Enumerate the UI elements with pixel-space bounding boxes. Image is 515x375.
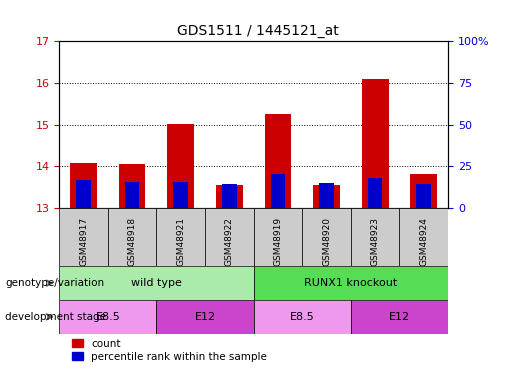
- Bar: [167, 124, 194, 208]
- Bar: [119, 164, 146, 208]
- Bar: [319, 183, 334, 208]
- Bar: [351, 300, 448, 334]
- Bar: [125, 182, 140, 208]
- Bar: [362, 79, 388, 208]
- Bar: [76, 180, 91, 208]
- Text: GSM48920: GSM48920: [322, 217, 331, 266]
- Text: E12: E12: [195, 312, 216, 322]
- Text: GSM48923: GSM48923: [371, 217, 380, 266]
- Bar: [157, 208, 205, 266]
- Bar: [400, 208, 448, 266]
- Text: GSM48922: GSM48922: [225, 217, 234, 266]
- Bar: [265, 114, 291, 208]
- Bar: [205, 208, 253, 266]
- Bar: [59, 266, 253, 300]
- Bar: [302, 208, 351, 266]
- Bar: [417, 184, 431, 208]
- Bar: [222, 184, 237, 208]
- Text: GSM48924: GSM48924: [419, 217, 428, 266]
- Bar: [313, 185, 340, 208]
- Text: GDS1511 / 1445121_at: GDS1511 / 1445121_at: [177, 24, 338, 38]
- Bar: [59, 300, 157, 334]
- Bar: [59, 208, 108, 266]
- Text: GSM48917: GSM48917: [79, 217, 88, 266]
- Bar: [108, 208, 157, 266]
- Text: development stage: development stage: [5, 312, 106, 322]
- Bar: [253, 300, 351, 334]
- Bar: [174, 182, 188, 208]
- Text: E12: E12: [389, 312, 410, 322]
- Bar: [216, 185, 243, 208]
- Bar: [270, 174, 285, 208]
- Text: GSM48918: GSM48918: [128, 217, 136, 266]
- Bar: [351, 208, 400, 266]
- Legend: count, percentile rank within the sample: count, percentile rank within the sample: [72, 339, 267, 362]
- Text: E8.5: E8.5: [290, 312, 315, 322]
- Text: RUNX1 knockout: RUNX1 knockout: [304, 278, 398, 288]
- Text: GSM48921: GSM48921: [176, 217, 185, 266]
- Bar: [253, 266, 448, 300]
- Text: genotype/variation: genotype/variation: [5, 278, 104, 288]
- Bar: [410, 174, 437, 208]
- Text: E8.5: E8.5: [95, 312, 120, 322]
- Bar: [368, 178, 383, 208]
- Bar: [157, 300, 253, 334]
- Text: wild type: wild type: [131, 278, 182, 288]
- Bar: [253, 208, 302, 266]
- Bar: [70, 164, 97, 208]
- Text: GSM48919: GSM48919: [273, 217, 282, 266]
